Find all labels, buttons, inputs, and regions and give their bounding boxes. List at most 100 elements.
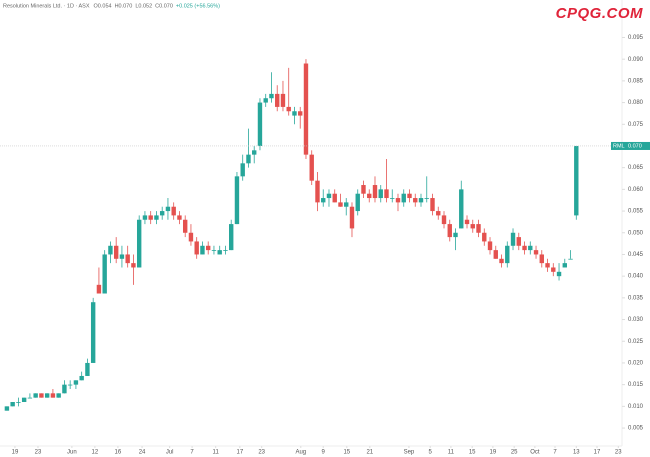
candle-body bbox=[113, 245, 119, 259]
last-price-label: 0.070 bbox=[628, 144, 642, 150]
candle-body bbox=[275, 93, 280, 107]
y-tick-label: 0.030 bbox=[628, 317, 644, 323]
candle-body bbox=[321, 198, 326, 203]
last-price-box bbox=[611, 141, 650, 150]
candle-body bbox=[165, 206, 171, 212]
y-tick-label: 0.080 bbox=[628, 100, 644, 106]
y-tick-label: 0.045 bbox=[628, 252, 644, 258]
candle-body bbox=[528, 245, 533, 251]
candle-body bbox=[326, 193, 332, 199]
candle-body bbox=[44, 393, 50, 398]
y-tick-label: 0.085 bbox=[628, 78, 644, 84]
candle-body bbox=[27, 397, 33, 399]
candle-body bbox=[159, 211, 165, 216]
candle-body bbox=[539, 254, 544, 264]
candle-body bbox=[257, 102, 263, 146]
candle-body bbox=[418, 198, 424, 203]
candle-body bbox=[16, 402, 21, 403]
candle-body bbox=[211, 250, 217, 251]
candle-body bbox=[459, 189, 464, 229]
candle-body bbox=[510, 232, 516, 246]
candle-body bbox=[85, 362, 90, 376]
candle-body bbox=[229, 224, 234, 251]
x-tick-label: Oct bbox=[530, 450, 540, 456]
legend-header: Resolution Minerals Ltd. · 1D · ASX O0.05… bbox=[3, 3, 220, 9]
candle-body bbox=[568, 258, 573, 260]
candle-body bbox=[551, 267, 556, 272]
candle-body bbox=[96, 284, 102, 294]
candle-body bbox=[344, 202, 349, 207]
candle-body bbox=[372, 185, 378, 199]
candle-body bbox=[67, 384, 73, 386]
candle-body bbox=[470, 224, 475, 229]
x-tick-label: 11 bbox=[448, 450, 455, 456]
candle-body bbox=[246, 154, 251, 164]
x-tick-label: 17 bbox=[236, 450, 243, 456]
candle-body bbox=[177, 215, 182, 220]
candle-body bbox=[182, 219, 188, 233]
x-tick-label: 11 bbox=[213, 450, 220, 456]
x-tick-label: 23 bbox=[35, 450, 42, 456]
legend-ohlc: C0.070 bbox=[155, 3, 173, 9]
x-tick-label: Aug bbox=[295, 450, 306, 456]
candle-body bbox=[309, 154, 314, 181]
candle-body bbox=[522, 245, 527, 251]
y-tick-label: 0.075 bbox=[628, 122, 644, 128]
candle-body bbox=[73, 380, 79, 385]
candle-body bbox=[424, 198, 429, 199]
x-tick-label: 15 bbox=[343, 450, 350, 456]
candle-body bbox=[390, 198, 395, 199]
candle-body bbox=[482, 232, 487, 242]
candle-body bbox=[39, 393, 44, 398]
x-tick-label: 19 bbox=[12, 450, 19, 456]
legend-ohlc: L0.052 bbox=[135, 3, 152, 9]
candle-body bbox=[407, 193, 412, 199]
candle-body bbox=[361, 185, 366, 194]
candle-body bbox=[464, 219, 470, 225]
candle-body bbox=[493, 250, 498, 259]
x-tick-label: 16 bbox=[115, 450, 122, 456]
legend-ohlc: O0.054 bbox=[94, 3, 112, 9]
x-tick-label: 15 bbox=[469, 450, 476, 456]
candle-body bbox=[441, 215, 447, 225]
x-tick-label: 24 bbox=[139, 450, 146, 456]
candle-body bbox=[217, 250, 222, 255]
candle-body bbox=[303, 63, 309, 155]
candle-body bbox=[240, 163, 245, 177]
candle-body bbox=[516, 237, 521, 246]
candle-body bbox=[574, 145, 579, 216]
x-tick-label: 5 bbox=[429, 450, 433, 456]
candle-body bbox=[148, 215, 153, 220]
x-tick-label: 25 bbox=[511, 450, 518, 456]
y-tick-label: 0.095 bbox=[628, 35, 644, 41]
x-tick-label: 23 bbox=[615, 450, 622, 456]
y-tick-label: 0.090 bbox=[628, 57, 644, 63]
candle-body bbox=[252, 150, 257, 155]
x-tick-label: Sep bbox=[404, 450, 415, 456]
candle-body bbox=[298, 111, 303, 116]
y-tick-label: 0.025 bbox=[628, 339, 644, 345]
candle-body bbox=[447, 224, 452, 238]
x-tick-label: 19 bbox=[490, 450, 497, 456]
legend-change: +0.025 (+56.56%) bbox=[176, 3, 220, 9]
candle-body bbox=[453, 232, 458, 238]
candle-body bbox=[556, 271, 562, 277]
y-tick-label: 0.035 bbox=[628, 295, 644, 301]
candle-body bbox=[315, 180, 320, 203]
candle-body bbox=[62, 384, 67, 394]
candle-body bbox=[378, 189, 383, 199]
candle-body bbox=[269, 93, 274, 99]
legend-ohlc: H0.070 bbox=[115, 3, 133, 9]
candle-body bbox=[401, 193, 406, 203]
x-tick-label: 7 bbox=[190, 450, 194, 456]
y-tick-label: 0.055 bbox=[628, 209, 644, 215]
y-tick-label: 0.020 bbox=[628, 361, 644, 367]
candle-body bbox=[142, 215, 148, 220]
candle-body bbox=[413, 198, 418, 203]
candle-body bbox=[355, 193, 360, 212]
candle-body bbox=[476, 224, 481, 233]
candle-body bbox=[430, 198, 435, 212]
x-tick-label: 9 bbox=[322, 450, 326, 456]
